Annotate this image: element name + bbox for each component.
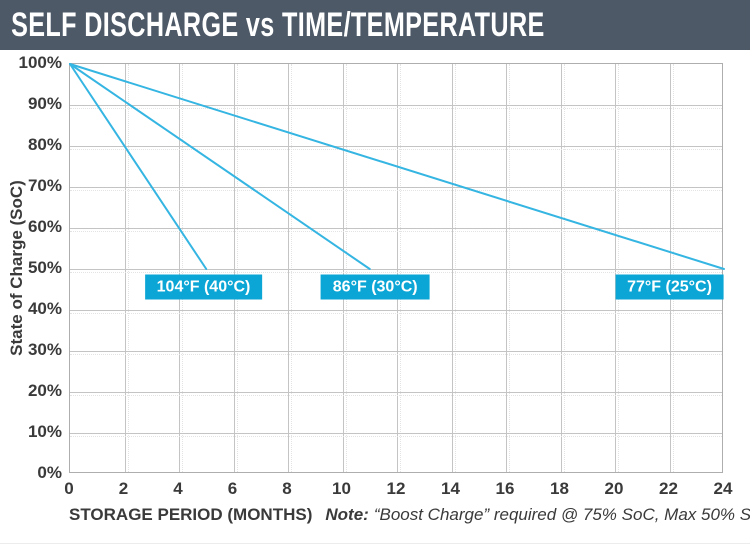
series-label: 104°F (40°C) xyxy=(144,274,263,300)
x-tick-label: 10 xyxy=(332,479,351,498)
y-tick-label: 20% xyxy=(27,381,62,400)
gridline-horizontal xyxy=(70,105,722,106)
gridline-vertical-dotted xyxy=(673,64,674,472)
gridline-horizontal-dotted xyxy=(70,231,722,232)
gridline-vertical-dotted xyxy=(346,64,347,472)
gridline-horizontal-dotted xyxy=(70,436,722,437)
gridline-horizontal xyxy=(70,310,722,311)
x-axis-title: STORAGE PERIOD (MONTHS) xyxy=(69,505,313,524)
note-text: “Boost Charge” required @ 75% SoC, Max 5… xyxy=(373,505,750,524)
plot-area: 104°F (40°C) 86°F (30°C) 77°F (25°C) xyxy=(69,63,725,473)
series-label: 86°F (30°C) xyxy=(320,274,430,300)
x-tick-label: 20 xyxy=(604,479,624,498)
gridline-vertical-dotted xyxy=(564,64,565,472)
series-label: 77°F (25°C) xyxy=(615,274,724,300)
gridline-vertical xyxy=(670,64,671,472)
x-tick-label: 12 xyxy=(386,479,406,498)
gridline-horizontal-dotted xyxy=(70,354,722,355)
gridline-horizontal xyxy=(70,146,722,147)
gridline-vertical-dotted xyxy=(618,64,619,472)
gridline-vertical-dotted xyxy=(237,64,238,472)
x-tick-label: 22 xyxy=(659,479,678,498)
gridline-horizontal xyxy=(70,351,722,352)
series-line xyxy=(69,63,371,270)
x-axis-footer: STORAGE PERIOD (MONTHS) Note: “Boost Char… xyxy=(69,505,750,525)
gridline-vertical xyxy=(561,64,562,472)
gridline-horizontal-dotted xyxy=(70,190,722,191)
y-tick-label: 100% xyxy=(18,53,62,72)
y-tick-label: 60% xyxy=(27,217,62,236)
gridline-vertical xyxy=(288,64,289,472)
chart-title: SELF DISCHARGE vs TIME/TEMPERATURE xyxy=(11,6,545,44)
gridline-vertical-dotted xyxy=(400,64,401,472)
gridline-vertical xyxy=(397,64,398,472)
gridline-vertical xyxy=(506,64,507,472)
y-tick-label: 30% xyxy=(27,340,62,359)
gridline-vertical xyxy=(179,64,180,472)
y-tick-label: 90% xyxy=(27,94,62,113)
gridline-vertical-dotted xyxy=(291,64,292,472)
x-tick-label: 0 xyxy=(64,479,74,498)
gridline-vertical xyxy=(452,64,453,472)
gridline-horizontal xyxy=(70,433,722,434)
gridline-horizontal-dotted xyxy=(70,149,722,150)
gridline-horizontal-dotted xyxy=(70,272,722,273)
gridline-horizontal-dotted xyxy=(70,395,722,396)
x-tick-label: 4 xyxy=(173,479,183,498)
x-tick-label: 16 xyxy=(495,479,515,498)
boost-charge-note: Note: “Boost Charge” required @ 75% SoC, … xyxy=(325,505,750,525)
series-line xyxy=(69,63,208,270)
y-tick-label: 10% xyxy=(27,422,62,441)
y-tick-label: 50% xyxy=(27,258,62,277)
gridline-horizontal-dotted xyxy=(70,313,722,314)
gridline-horizontal-dotted xyxy=(70,108,722,109)
x-tick-label: 8 xyxy=(282,479,292,498)
gridline-vertical-dotted xyxy=(128,64,129,472)
gridline-vertical xyxy=(125,64,126,472)
note-label: Note: xyxy=(325,505,369,524)
y-tick-label: 70% xyxy=(27,176,62,195)
discharge-lines-svg xyxy=(69,63,725,270)
x-tick-label: 24 xyxy=(713,479,733,498)
gridline-vertical-dotted xyxy=(455,64,456,472)
gridline-vertical-dotted xyxy=(509,64,510,472)
x-tick-label: 18 xyxy=(550,479,569,498)
gridline-horizontal xyxy=(70,392,722,393)
title-bar: SELF DISCHARGE vs TIME/TEMPERATURE xyxy=(0,0,750,50)
x-tick-label: 2 xyxy=(118,479,129,498)
y-tick-label: 0% xyxy=(37,463,62,482)
x-tick-label: 14 xyxy=(441,479,460,498)
series-line xyxy=(69,63,725,270)
gridline-horizontal xyxy=(70,228,722,229)
y-tick-label: 80% xyxy=(27,135,62,154)
gridline-vertical-dotted xyxy=(182,64,183,472)
y-tick-label: 40% xyxy=(27,299,62,318)
gridline-vertical xyxy=(234,64,235,472)
gridline-vertical xyxy=(343,64,344,472)
gridline-vertical xyxy=(615,64,616,472)
gridline-horizontal xyxy=(70,269,722,270)
x-tick-label: 6 xyxy=(227,479,238,498)
gridline-horizontal xyxy=(70,187,722,188)
